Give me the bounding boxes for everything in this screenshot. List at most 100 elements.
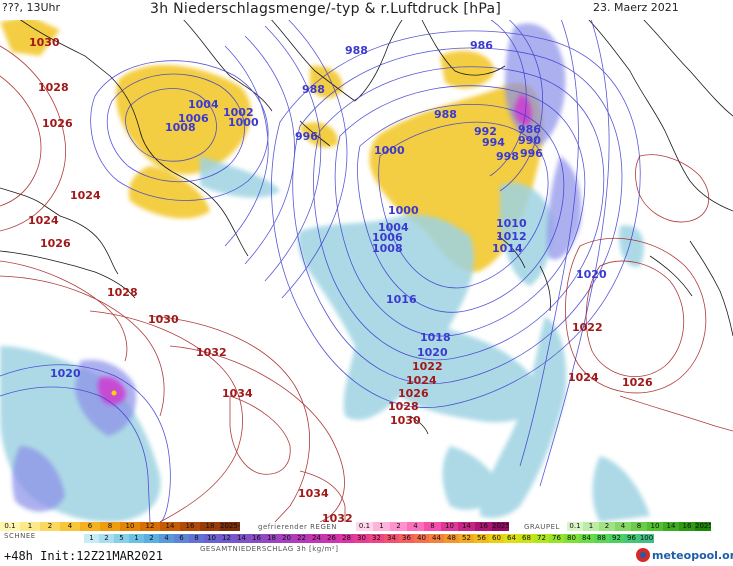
- isobar-label: 1002: [223, 106, 254, 119]
- isobar-label: 1000: [228, 116, 259, 129]
- snow-label: SCHNEE: [4, 532, 36, 540]
- legend-swatch: 2025+: [695, 522, 711, 531]
- isobar-label: 1012: [496, 230, 527, 243]
- isobar-label: 1020: [417, 346, 448, 359]
- isobar-label: 996: [295, 130, 318, 143]
- total-precip-colorbar: 1 2 5 1 2 4 6 8 10 12 14 16 18 20 22 24 26 28 30 32 34 36 40 44…: [84, 534, 654, 543]
- isobar-label: 988: [345, 44, 368, 57]
- isobar-label: 1026: [398, 387, 429, 400]
- legend-swatch: 72: [534, 534, 549, 543]
- precipitation-pressure-map[interactable]: 1030102810261024102410261028103010321034…: [0, 16, 733, 522]
- isobar-label: 1028: [38, 81, 69, 94]
- isobar-label: 1008: [165, 121, 196, 134]
- legend-swatch: 14: [234, 534, 249, 543]
- isobar-label: 1032: [322, 512, 353, 522]
- isobar-lines: [0, 16, 733, 522]
- isobar-label: 988: [302, 83, 325, 96]
- legend-swatch: 52: [459, 534, 474, 543]
- total-precip-label: GESAMTNIEDERSCHLAG 3h [kg/m²]: [200, 545, 339, 553]
- legend-swatch: 2: [599, 522, 615, 531]
- precipitation-layer: [0, 16, 650, 522]
- isobar-label: 1032: [196, 346, 227, 359]
- isobar-label: 1004: [378, 221, 409, 234]
- legend-swatch: 68: [519, 534, 534, 543]
- legend-swatch: 10: [120, 522, 140, 531]
- legend-swatch: 96: [624, 534, 639, 543]
- isobar-label: 998: [496, 150, 519, 163]
- legend-swatch: 60: [489, 534, 504, 543]
- isobar-label: 986: [518, 123, 541, 136]
- map-header: ???, 13Uhr 3h Niederschlagsmenge/-typ & …: [0, 0, 733, 20]
- legend-swatch: 10: [204, 534, 219, 543]
- isobar-label: 1008: [372, 242, 403, 255]
- legend-swatch: 16: [249, 534, 264, 543]
- legend-swatch: 5: [114, 534, 129, 543]
- legend-swatch: 4: [159, 534, 174, 543]
- legend-swatch: 4: [407, 522, 424, 531]
- isobar-label: 1018: [420, 331, 451, 344]
- isobar-label: 1006: [372, 231, 403, 244]
- freezing-rain-label: gefrierender REGEN: [258, 523, 338, 531]
- isobar-label: 1024: [70, 189, 101, 202]
- legend-swatch: 0.1: [356, 522, 373, 531]
- isobar-label: 1006: [178, 112, 209, 125]
- legend-swatch: 22: [294, 534, 309, 543]
- legend-swatch: 34: [384, 534, 399, 543]
- legend-swatch: 92: [609, 534, 624, 543]
- isobar-label: 1026: [622, 376, 653, 389]
- isobar-label: 1016: [386, 293, 417, 306]
- legend-swatch: 18: [200, 522, 220, 531]
- legend-swatch: 6: [80, 522, 100, 531]
- init-time: +48h Init:12Z21MAR2021: [4, 549, 163, 563]
- legend-swatch: 1: [129, 534, 144, 543]
- legend-swatch: 1: [583, 522, 599, 531]
- isobar-label: 1034: [298, 487, 329, 500]
- legend-swatch: 0.1: [567, 522, 583, 531]
- legend-swatch: 44: [429, 534, 444, 543]
- legend-swatch: 26: [324, 534, 339, 543]
- isobar-label: 1028: [107, 286, 138, 299]
- legend-swatch: 8: [100, 522, 120, 531]
- coastline-layer: [0, 16, 733, 435]
- legend-swatch: 2: [99, 534, 114, 543]
- legend-swatch: 4: [60, 522, 80, 531]
- legend-swatch: 2: [390, 522, 407, 531]
- legend-swatch: 2025+: [220, 522, 240, 531]
- legend-swatch: 32: [369, 534, 384, 543]
- isobar-label: 986: [470, 39, 493, 52]
- isobar-label: 1010: [496, 217, 527, 230]
- legend-swatch: 56: [474, 534, 489, 543]
- isobar-label: 1026: [40, 237, 71, 250]
- legend-swatch: 6: [174, 534, 189, 543]
- legend-swatch: 16: [475, 522, 492, 531]
- isobar-label: 996: [520, 147, 543, 160]
- legend-swatch: 10: [647, 522, 663, 531]
- legend-swatch: 14: [160, 522, 180, 531]
- isobar-label: 1014: [492, 242, 523, 255]
- forecast-date: 23. Maerz 2021: [593, 1, 679, 14]
- isobar-label: 1024: [28, 214, 59, 227]
- isobar-label: 1022: [572, 321, 603, 334]
- isobar-label: 988: [434, 108, 457, 121]
- legend-swatch: 24: [309, 534, 324, 543]
- isobar-label: 990: [518, 134, 541, 147]
- isobar-label: 992: [474, 125, 497, 138]
- legend-swatch: 36: [399, 534, 414, 543]
- legend-swatch: 18: [264, 534, 279, 543]
- legend-swatch: 30: [354, 534, 369, 543]
- legend-swatch: 8: [189, 534, 204, 543]
- meteopool-logo[interactable]: meteopool.org: [636, 548, 733, 562]
- legend-swatch: 16: [679, 522, 695, 531]
- legend-swatch: 40: [414, 534, 429, 543]
- legend-swatch: 14: [663, 522, 679, 531]
- isobar-label: 1024: [568, 371, 599, 384]
- meteopool-globe-icon: [636, 548, 650, 562]
- legend-swatch: 2025+: [492, 522, 509, 531]
- legend-swatch: 16: [180, 522, 200, 531]
- isobar-label: 994: [482, 136, 505, 149]
- legend-swatch: 84: [579, 534, 594, 543]
- legend-swatch: 12: [219, 534, 234, 543]
- isobar-label: 1000: [374, 144, 405, 157]
